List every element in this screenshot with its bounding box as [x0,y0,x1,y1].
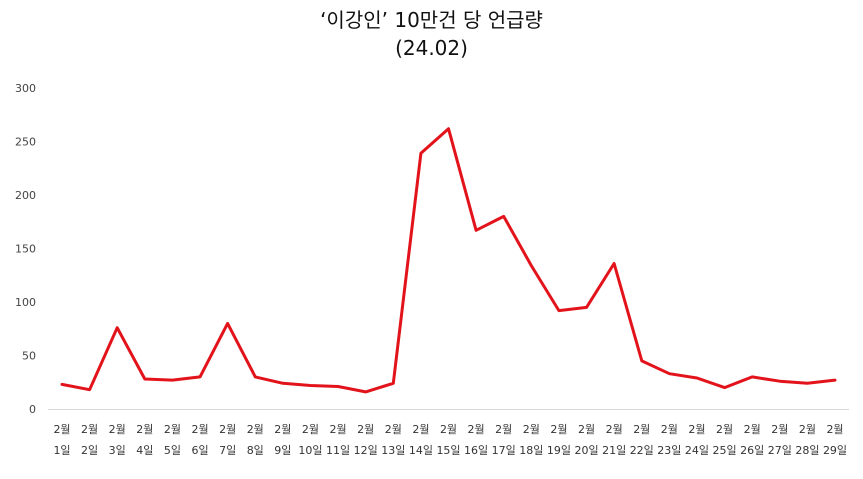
y-tick-label: 100 [15,296,36,309]
x-tick-label-day: 25일 [713,443,737,457]
x-tick-label-month: 2월 [191,423,208,436]
data-point [751,375,754,378]
x-tick-label-month: 2월 [661,423,678,436]
x-tick-label-month: 2월 [716,423,733,436]
x-tick-label-day: 2일 [81,443,98,457]
data-point [281,382,284,385]
x-tick-label-day: 9일 [274,443,291,457]
x-tick-label-day: 26일 [740,443,764,457]
data-point [723,386,726,389]
x-tick-label-day: 13일 [381,443,405,457]
x-tick-label-day: 19일 [547,443,571,457]
data-point [530,264,533,267]
x-tick-label-day: 10일 [298,443,322,457]
x-tick-label-day: 21일 [602,443,626,457]
x-tick-label-day: 6일 [191,443,208,457]
data-point [778,380,781,383]
x-tick-label-day: 1일 [53,443,70,457]
y-tick-label: 200 [15,189,36,202]
data-point [337,385,340,388]
data-point [61,383,64,386]
data-point [226,322,229,325]
x-tick-label-month: 2월 [109,423,126,436]
data-point [475,229,478,232]
x-tick-label-month: 2월 [53,423,70,436]
x-tick-label-month: 2월 [688,423,705,436]
data-point [447,127,450,130]
x-tick-label-month: 2월 [274,423,291,436]
x-tick-label-day: 22일 [630,443,654,457]
series-line [60,127,837,394]
y-tick-label: 50 [22,350,36,363]
x-tick-label-month: 2월 [302,423,319,436]
data-point [640,359,643,362]
data-point [557,309,560,312]
x-tick-label-month: 2월 [385,423,402,436]
x-tick-label-day: 18일 [519,443,543,457]
data-point [613,262,616,265]
x-tick-label-day: 15일 [436,443,460,457]
x-tick-label-day: 7일 [219,443,236,457]
x-tick-label-month: 2월 [826,423,843,436]
x-tick-label-month: 2월 [440,423,457,436]
x-tick-label-day: 28일 [795,443,819,457]
data-point [309,384,312,387]
x-tick-label-month: 2월 [330,423,347,436]
x-tick-label-month: 2월 [578,423,595,436]
x-tick-label-month: 2월 [164,423,181,436]
y-tick-label: 250 [15,136,36,149]
x-tick-label-day: 16일 [464,443,488,457]
x-tick-label-month: 2월 [633,423,650,436]
x-tick-label-day: 29일 [823,443,847,457]
data-point [834,379,837,382]
data-point [199,375,202,378]
x-tick-label-day: 12일 [354,443,378,457]
x-tick-label-day: 20일 [574,443,598,457]
x-tick-label-month: 2월 [247,423,264,436]
x-tick-label-day: 5일 [164,443,181,457]
x-tick-label-month: 2월 [771,423,788,436]
x-tick-label-day: 24일 [685,443,709,457]
data-point [585,306,588,309]
x-tick-label-month: 2월 [136,423,153,436]
data-point [695,376,698,379]
data-point [392,382,395,385]
data-point [364,390,367,393]
x-tick-label-day: 23일 [657,443,681,457]
y-tick-label: 0 [29,403,36,416]
data-point [254,375,257,378]
data-point [88,388,91,391]
chart-title: ‘이강인’ 10만건 당 언급량 [320,8,543,32]
x-tick-label-month: 2월 [606,423,623,436]
x-tick-label-day: 14일 [409,443,433,457]
data-point [502,215,505,218]
x-tick-label-day: 27일 [768,443,792,457]
data-point [419,152,422,155]
x-tick-label-month: 2월 [799,423,816,436]
x-tick-label-month: 2월 [523,423,540,436]
data-point [143,378,146,381]
data-point [668,372,671,375]
x-tick-label-month: 2월 [81,423,98,436]
data-point [171,379,174,382]
x-tick-label-day: 11일 [326,443,350,457]
x-tick-label-month: 2월 [495,423,512,436]
y-tick-label: 150 [15,243,36,256]
x-tick-label-month: 2월 [550,423,567,436]
data-point [806,382,809,385]
x-tick-label-month: 2월 [219,423,236,436]
x-tick-label-day: 3일 [109,443,126,457]
chart-subtitle: (24.02) [395,36,468,60]
data-point [116,326,119,329]
x-tick-label-day: 17일 [492,443,516,457]
x-tick-label-month: 2월 [468,423,485,436]
x-tick-label-month: 2월 [744,423,761,436]
x-tick-label-month: 2월 [357,423,374,436]
x-tick-label-month: 2월 [412,423,429,436]
x-tick-label-day: 8일 [247,443,264,457]
x-tick-label-day: 4일 [136,443,153,457]
y-tick-label: 300 [15,82,36,95]
